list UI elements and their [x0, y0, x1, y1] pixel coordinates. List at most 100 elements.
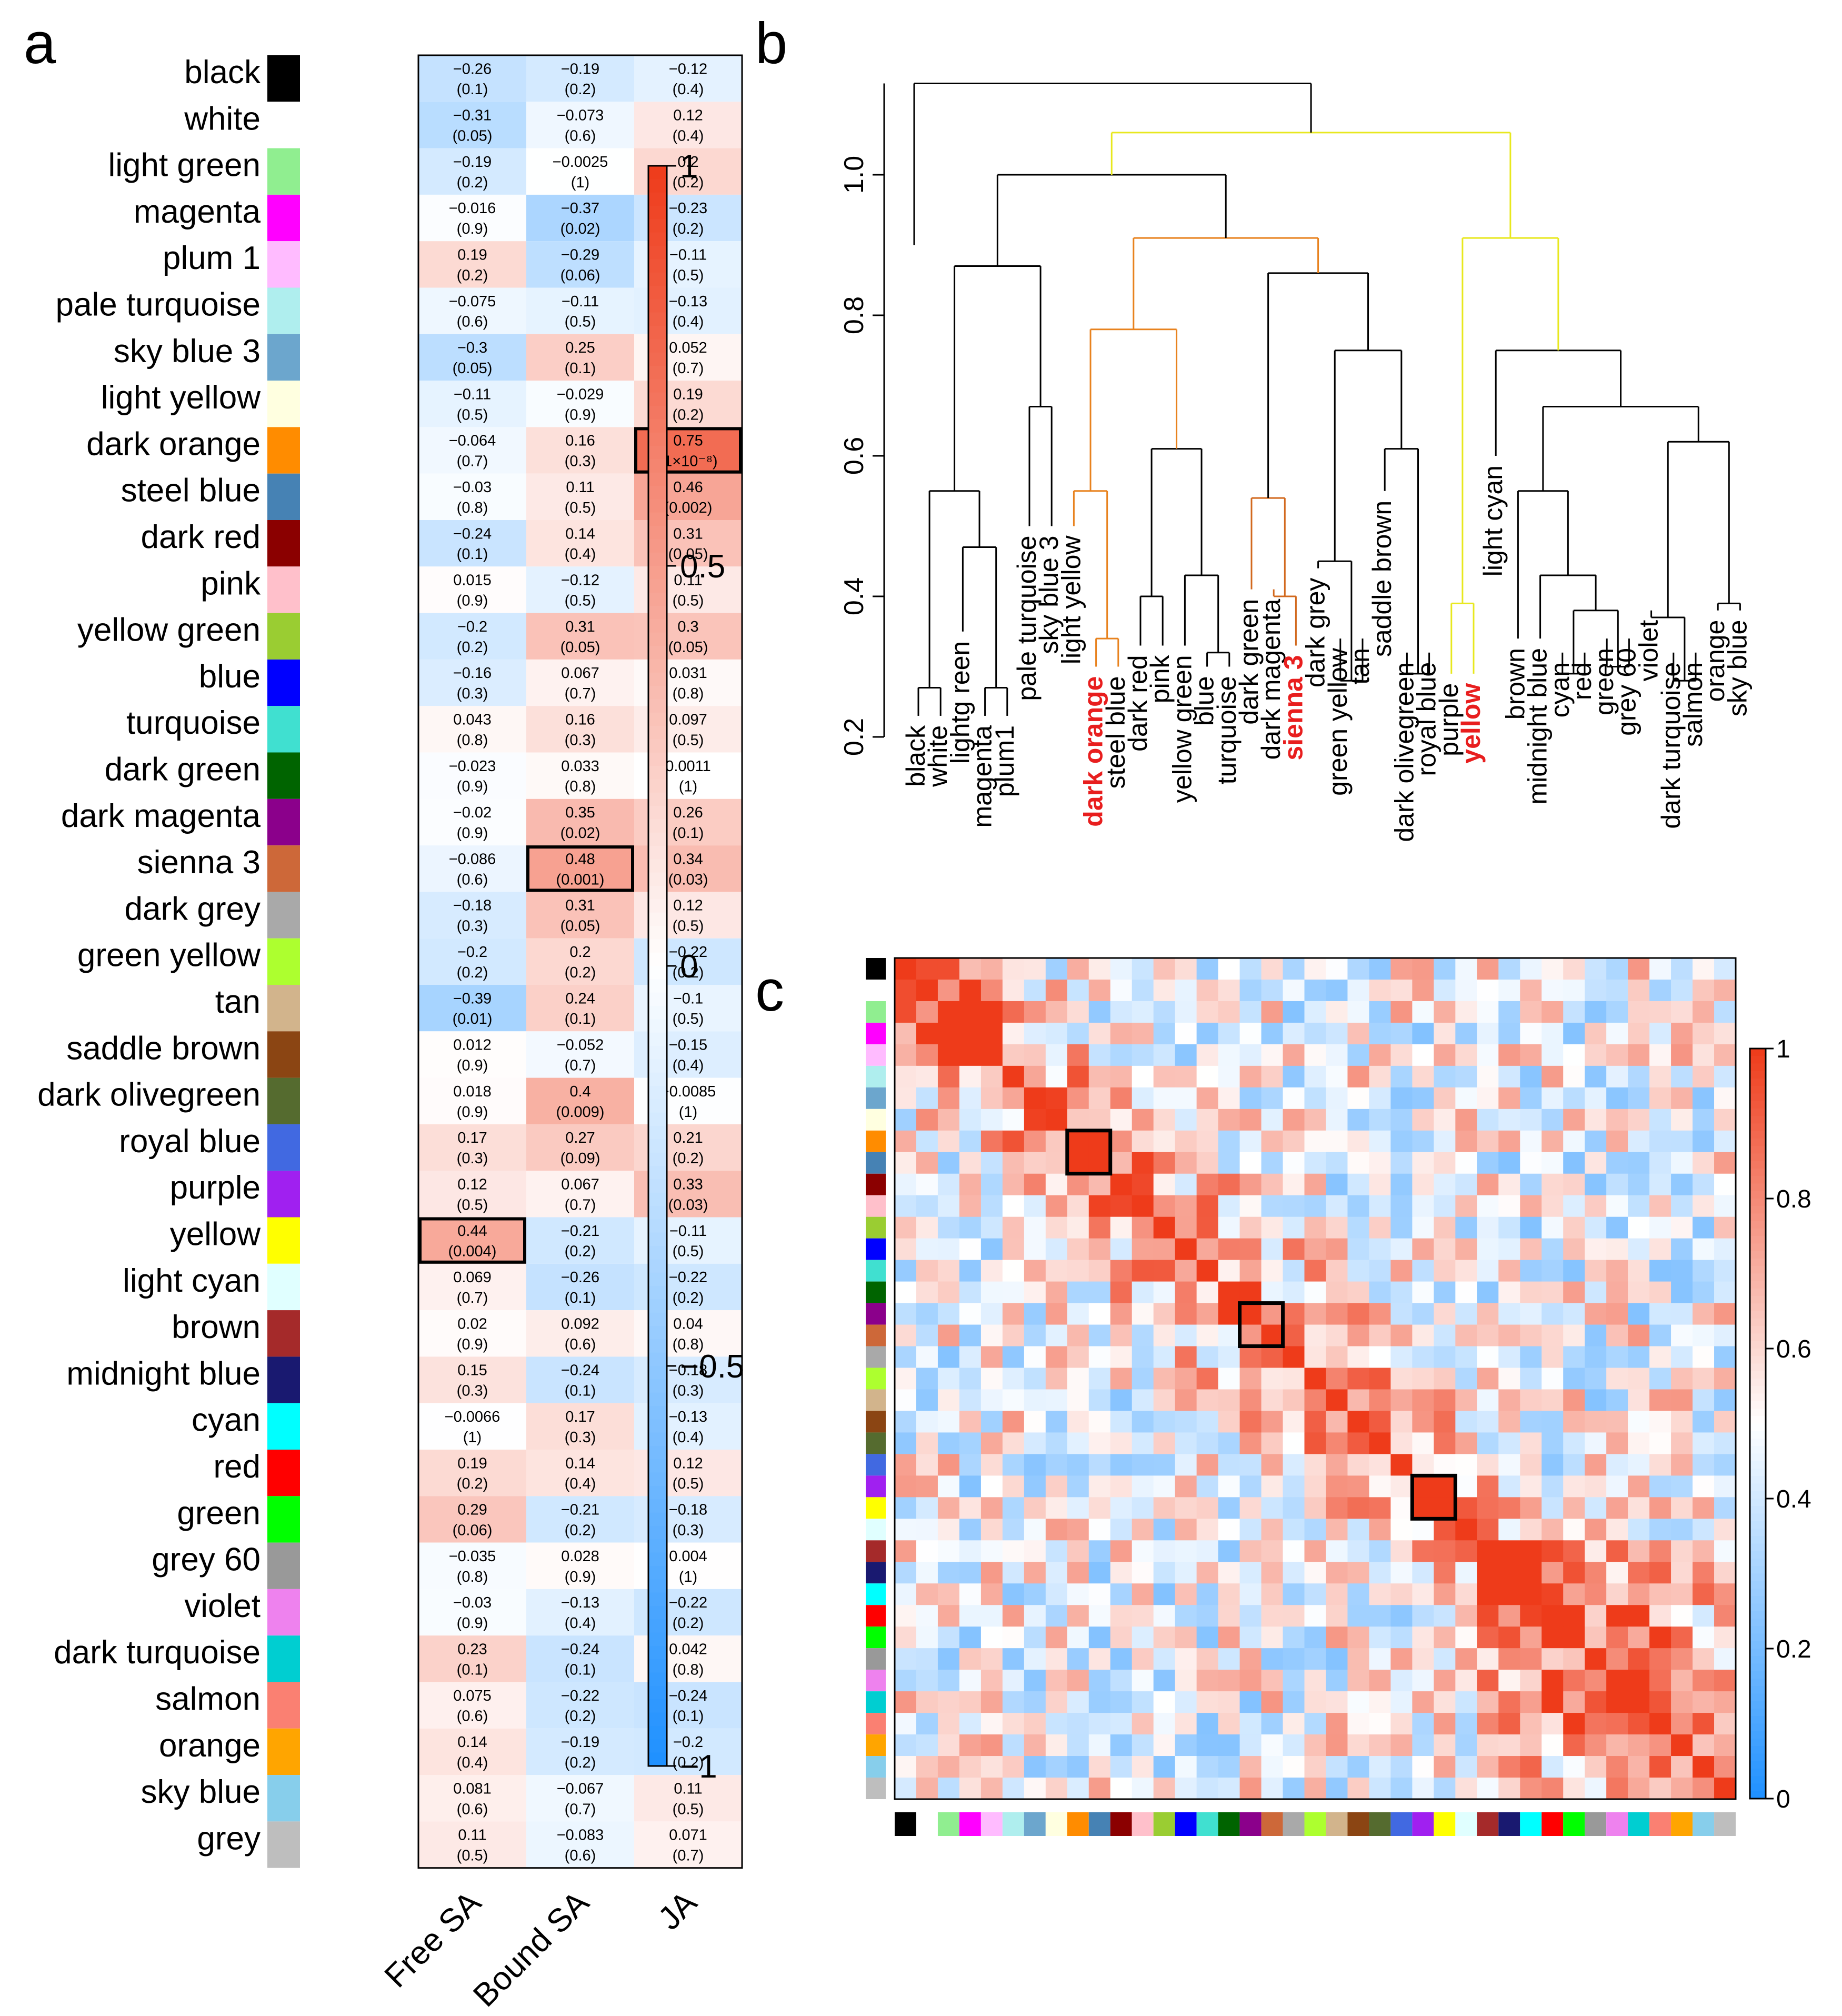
- matrix-cell: [959, 1713, 982, 1735]
- matrix-cell: [1628, 1411, 1650, 1433]
- row-module-swatch: [866, 1670, 886, 1692]
- matrix-cell: [1606, 1346, 1628, 1369]
- matrix-cell: [1175, 1216, 1197, 1239]
- cell-value: −0.24: [561, 1362, 599, 1379]
- matrix-cell: [1541, 1065, 1564, 1088]
- matrix-cell: [1693, 1087, 1715, 1110]
- matrix-cell: [1412, 1497, 1434, 1519]
- matrix-cell: [1628, 1454, 1650, 1476]
- matrix-cell: [916, 1583, 938, 1605]
- leaf-label: brown: [1500, 648, 1530, 720]
- matrix-cell: [959, 1648, 982, 1670]
- row-label: black: [184, 54, 261, 91]
- matrix-cell: [1045, 1691, 1068, 1713]
- matrix-cell: [1390, 1281, 1413, 1304]
- matrix-cell: [1649, 1540, 1671, 1562]
- cell-pvalue: (0.2): [457, 964, 488, 981]
- matrix-cell: [916, 1519, 938, 1541]
- matrix-cell: [1283, 1626, 1305, 1649]
- column-module-swatch: [1088, 1812, 1110, 1836]
- matrix-cell: [1585, 1195, 1607, 1217]
- matrix-cell: [1067, 1475, 1089, 1498]
- row-label: midnight blue: [66, 1355, 261, 1392]
- colorbar-segment: [1750, 1656, 1766, 1664]
- matrix-cell: [1110, 1022, 1133, 1045]
- matrix-cell: [1412, 1756, 1434, 1778]
- matrix-cell: [1563, 1670, 1585, 1692]
- matrix-cell: [1326, 1216, 1348, 1239]
- matrix-cell: [1175, 1324, 1197, 1347]
- matrix-cell: [1239, 1368, 1262, 1390]
- matrix-cell: [1520, 1454, 1542, 1476]
- matrix-cell: [1714, 1475, 1736, 1498]
- leaf-label: black: [901, 725, 930, 787]
- matrix-cell: [1477, 1519, 1499, 1541]
- matrix-cell: [937, 1670, 960, 1692]
- cell-Bound SA: [526, 55, 634, 102]
- matrix-cell: [1628, 1583, 1650, 1605]
- matrix-cell: [1132, 1691, 1154, 1713]
- matrix-cell: [1693, 1626, 1715, 1649]
- cell-Free SA: [418, 985, 526, 1032]
- colorbar-segment: [648, 219, 667, 233]
- matrix-cell: [1261, 1778, 1284, 1800]
- matrix-cell: [1671, 1195, 1693, 1217]
- matrix-cell: [1347, 1216, 1370, 1239]
- matrix-cell: [1283, 1044, 1305, 1066]
- cell-Free SA: [418, 1077, 526, 1124]
- cell-pvalue: (0.9): [457, 779, 488, 795]
- cell-value: 0.031: [669, 665, 707, 682]
- matrix-cell: [1002, 1368, 1025, 1390]
- matrix-cell: [1520, 1087, 1542, 1110]
- matrix-cell: [1714, 1281, 1736, 1304]
- matrix-cell: [1585, 1173, 1607, 1196]
- matrix-cell: [1693, 1389, 1715, 1412]
- matrix-cell: [1671, 1432, 1693, 1455]
- matrix-cell: [1088, 1432, 1111, 1455]
- colorbar-segment: [648, 1166, 667, 1180]
- matrix-cell: [1304, 1324, 1327, 1347]
- matrix-cell: [1024, 1454, 1046, 1476]
- matrix-cell: [1304, 1389, 1327, 1412]
- matrix-cell: [1153, 1605, 1176, 1627]
- row-label: green: [177, 1495, 261, 1531]
- module-swatch-31: [267, 1496, 300, 1543]
- matrix-cell: [1067, 1087, 1089, 1110]
- matrix-cell: [980, 1216, 1003, 1239]
- matrix-cell: [1455, 1605, 1477, 1627]
- row-label: dark green: [105, 751, 261, 787]
- matrix-cell: [937, 1130, 960, 1153]
- matrix-cell: [1649, 1691, 1671, 1713]
- matrix-cell: [1498, 1432, 1520, 1455]
- colorbar-segment: [648, 566, 667, 580]
- cell-value: 0.081: [453, 1780, 492, 1797]
- colorbar-segment: [648, 339, 667, 353]
- cell-value: −0.035: [449, 1548, 496, 1565]
- matrix-cell: [1671, 1281, 1693, 1304]
- matrix-cell: [1455, 1670, 1477, 1692]
- cell-value: 0.042: [669, 1641, 707, 1658]
- cell-value: −0.12: [669, 61, 707, 77]
- matrix-cell: [1390, 1216, 1413, 1239]
- matrix-cell: [1239, 1411, 1262, 1433]
- matrix-cell: [1067, 1519, 1089, 1541]
- matrix-cell: [1541, 1281, 1564, 1304]
- matrix-cell: [1541, 1432, 1564, 1455]
- matrix-cell: [1045, 958, 1068, 980]
- matrix-cell: [1693, 1109, 1715, 1131]
- colorbar-segment: [648, 352, 667, 366]
- matrix-cell: [1175, 1626, 1197, 1649]
- matrix-cell: [1347, 1065, 1370, 1088]
- matrix-cell: [1283, 1605, 1305, 1627]
- matrix-cell: [1002, 1389, 1025, 1412]
- matrix-cell: [1283, 1389, 1305, 1412]
- matrix-cell: [1563, 979, 1585, 1002]
- matrix-cell: [959, 1368, 982, 1390]
- matrix-cell: [959, 1519, 982, 1541]
- cell-value: −0.016: [449, 200, 496, 217]
- row-module-swatch: [866, 958, 886, 980]
- matrix-cell: [1110, 1648, 1133, 1670]
- colorbar-segment: [648, 406, 667, 420]
- colorbar-segment: [1750, 1536, 1766, 1544]
- colorbar-segment: [648, 992, 667, 1006]
